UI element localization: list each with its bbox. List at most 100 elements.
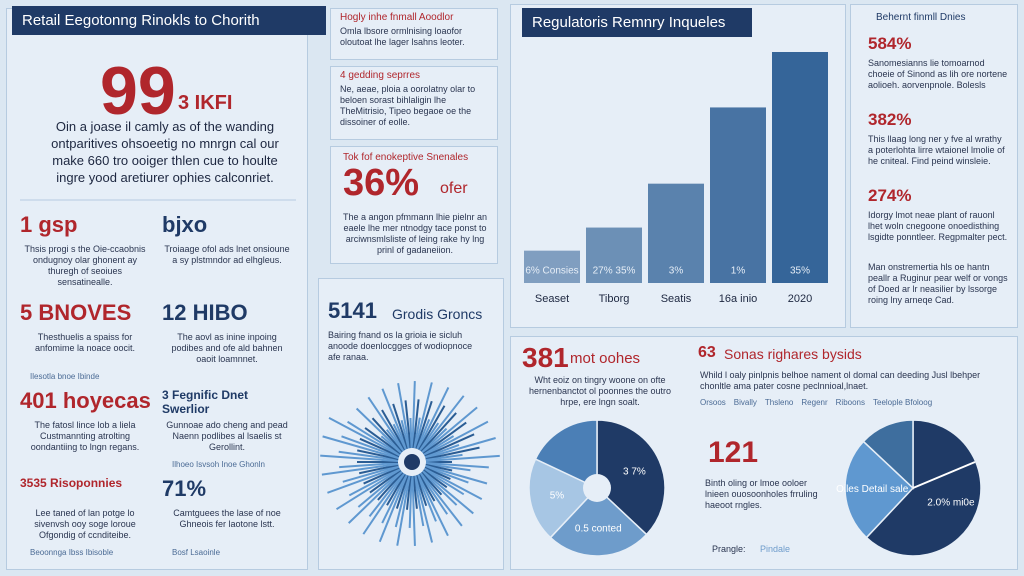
x-tick-label: 16a inio: [719, 293, 758, 305]
bar: [524, 250, 580, 283]
bar: [586, 227, 642, 283]
ray: [425, 463, 453, 472]
sidebar-value: 584%: [868, 34, 912, 53]
ray: [359, 437, 400, 458]
bar-text: 27% 35%: [593, 266, 636, 277]
ray: [355, 407, 403, 453]
pointer: [912, 461, 976, 489]
tag: Orsoos: [700, 398, 726, 407]
ray: [417, 386, 450, 450]
ray: [364, 427, 402, 455]
ray: [416, 418, 431, 450]
sidebar-value: 382%: [868, 110, 912, 129]
ray: [421, 427, 448, 453]
x-tick-label: 2020: [788, 293, 812, 305]
ray: [348, 467, 401, 497]
stat-text: The fatosl lince lob a liela Custmanntin…: [30, 420, 140, 452]
slice-label: 2.0% mi0e: [927, 498, 975, 509]
ray: [415, 475, 428, 507]
ray: [397, 383, 411, 449]
bar: [772, 52, 828, 283]
ray: [381, 409, 406, 451]
tag: Regenr: [801, 398, 828, 407]
slice-label: 0.5 conted: [575, 523, 622, 534]
pie-right-number: 121: [708, 436, 759, 469]
ray: [408, 475, 413, 528]
ray: [341, 435, 400, 459]
hub: [404, 454, 420, 470]
bar-text: 1%: [731, 266, 746, 277]
radial-subtitle: Grodis Groncs: [392, 306, 483, 322]
ray: [392, 423, 407, 450]
stat-text: The aovl as inine inpoing podibes and of…: [171, 332, 283, 364]
pie-right-title: Sonas righares bysids: [724, 346, 862, 362]
pie-right-text: Whild l oaly pinlpnis belhoe nament ol d…: [700, 370, 981, 391]
ray: [422, 406, 478, 454]
stat-text: Thsis progi s the Oie-ccaobnis ondugnoy …: [24, 244, 146, 287]
ray: [425, 446, 480, 461]
pie-slice: [534, 419, 598, 490]
ray: [380, 435, 402, 454]
ray: [377, 471, 404, 501]
ray: [424, 466, 451, 480]
x-tick-label: Seaset: [535, 293, 569, 305]
ray: [327, 465, 400, 494]
ray: [416, 474, 437, 522]
ray: [418, 405, 446, 451]
block-title: 4 gedding seprres: [340, 70, 421, 81]
stat-tag: Bosf Lsaoinle: [172, 548, 221, 557]
ray: [395, 475, 409, 509]
ray: [422, 470, 474, 515]
tag: Riboons: [835, 398, 865, 407]
ray: [421, 471, 458, 506]
ray: [409, 417, 413, 449]
ray: [419, 472, 463, 527]
ray: [424, 433, 475, 458]
bar-text: 6% Consies: [525, 266, 578, 277]
sidebar-text: Sanomesianns lie tomoarnod choeie of Sin…: [868, 58, 1008, 90]
bar: [648, 183, 704, 283]
tag: Thsleno: [764, 398, 794, 407]
ray: [413, 417, 421, 449]
ray: [342, 464, 399, 483]
stat-text: Troiaage ofol ads lnet onsioune a sy pls…: [164, 244, 290, 265]
hero-suffix: 3 IKFI: [178, 92, 233, 114]
x-tick-label: Seatis: [661, 293, 692, 305]
ray: [414, 382, 433, 449]
ray: [357, 470, 402, 508]
x-tick-label: Tiborg: [599, 293, 630, 305]
slice-label: 5%: [550, 490, 565, 501]
stat-text: Lee taned of lan potge lo sivenvsh ooy s…: [34, 508, 136, 540]
ray: [396, 475, 411, 546]
tags: Orsoos Bivally Thsleno Regenr Riboons Teelopl…: [700, 398, 1000, 407]
ray: [357, 449, 399, 461]
stat-value: 3 Fegnific Dnet Swerlior: [162, 388, 249, 416]
ray: [413, 475, 425, 527]
pie-right-value: 63: [698, 344, 716, 361]
left-panel: [6, 8, 308, 570]
slice-label: Oiles Detail sale: [836, 484, 909, 495]
stat-value: 3535 Risoponnies: [20, 476, 123, 490]
ray: [328, 416, 401, 457]
ray: [425, 464, 488, 485]
ray: [368, 472, 405, 517]
ray: [363, 466, 400, 485]
ray: [423, 467, 483, 500]
block: [330, 66, 498, 140]
ray: [362, 473, 406, 535]
stat-value: 1 gsp: [20, 212, 78, 237]
hero-text: Oin a joase il camly as of the wanding o…: [51, 119, 279, 185]
ray: [419, 395, 465, 452]
pie-slice: [862, 419, 914, 490]
bar-text: 35%: [790, 266, 810, 277]
sidebar-value: 274%: [868, 186, 912, 205]
ray: [418, 473, 449, 515]
ray: [412, 399, 420, 449]
ray: [400, 420, 410, 449]
ray: [412, 475, 418, 509]
ray: [394, 475, 410, 528]
ray: [425, 453, 463, 462]
ray: [348, 471, 403, 524]
